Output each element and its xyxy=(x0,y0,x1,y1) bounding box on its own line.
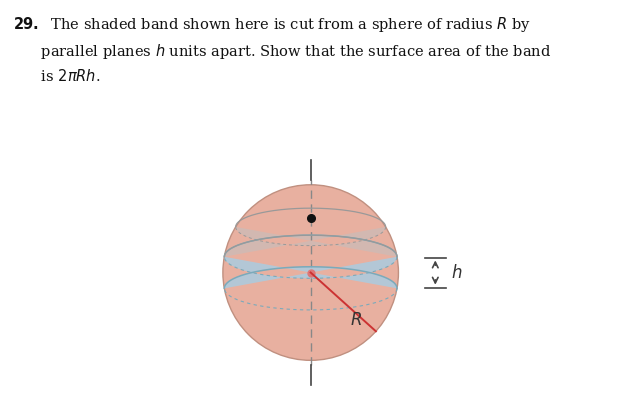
Text: $R$: $R$ xyxy=(351,312,362,329)
Polygon shape xyxy=(224,227,397,257)
Text: $\mathbf{29.}$  The shaded band shown here is cut from a sphere of radius $R$ by: $\mathbf{29.}$ The shaded band shown her… xyxy=(13,15,551,84)
Polygon shape xyxy=(224,257,397,288)
Circle shape xyxy=(223,185,398,360)
Text: $h$: $h$ xyxy=(451,263,463,282)
